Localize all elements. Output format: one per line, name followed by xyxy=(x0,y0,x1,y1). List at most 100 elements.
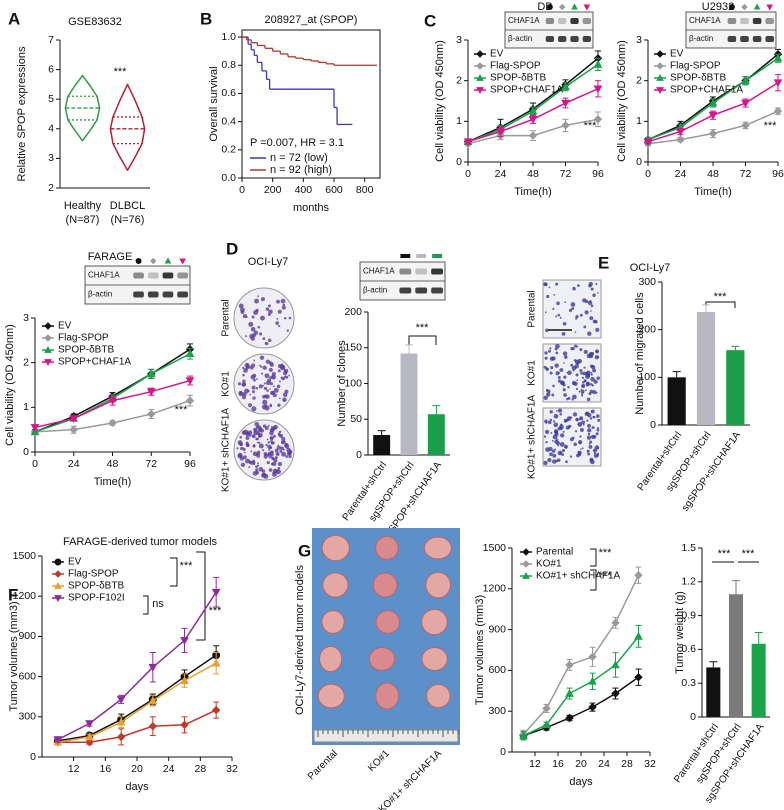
colony xyxy=(248,466,251,469)
migrated-cell xyxy=(585,374,590,380)
colony xyxy=(275,321,279,325)
blot-band xyxy=(765,36,774,42)
colony xyxy=(246,365,249,368)
colony xyxy=(266,438,269,441)
image-label: Parental xyxy=(306,748,340,782)
colony xyxy=(251,434,256,439)
y-axis-label: Cell viability (OD 450nm) xyxy=(616,40,628,162)
y-tick-label: 1.5 xyxy=(681,542,696,554)
migrated-cell xyxy=(563,418,568,423)
y-tick-label: 0 xyxy=(23,446,29,458)
colony xyxy=(236,447,239,450)
colony xyxy=(271,371,276,377)
migrated-cell xyxy=(590,352,595,356)
marker xyxy=(85,732,94,741)
tumor xyxy=(421,646,448,672)
annotation: *** xyxy=(714,291,728,303)
y-axis-label: Cell viability (OD 450nm) xyxy=(434,40,446,162)
colony xyxy=(244,388,250,394)
x-tick-label: 28 xyxy=(621,758,633,770)
colony xyxy=(251,385,256,390)
bar xyxy=(728,594,744,717)
colony xyxy=(238,303,244,309)
marker xyxy=(108,397,117,406)
x-tick-label: 32 xyxy=(644,758,656,770)
migrated-cell xyxy=(568,426,571,429)
colony xyxy=(247,389,250,392)
colony xyxy=(245,443,250,447)
colony xyxy=(271,376,275,379)
violin xyxy=(64,74,101,142)
x-tick-label: 12 xyxy=(529,758,541,770)
colony xyxy=(252,396,256,400)
migrated-cell xyxy=(543,282,548,287)
migrated-cell xyxy=(592,293,596,297)
marker xyxy=(561,82,570,91)
x-tick-label: 72 xyxy=(145,458,157,470)
migrated-cell xyxy=(551,439,554,442)
x-tick-label: 20 xyxy=(575,758,587,770)
colony xyxy=(272,393,277,398)
x-tick-label: 24 xyxy=(675,168,687,180)
migrated-cell xyxy=(545,328,549,333)
colony xyxy=(258,466,264,472)
colony xyxy=(281,305,286,310)
migrated-cell xyxy=(581,395,584,397)
marker xyxy=(588,702,597,712)
migrated-cell xyxy=(554,432,559,437)
y-tick-label: 100 xyxy=(344,377,362,389)
migrated-cell xyxy=(561,448,565,453)
migrated-cell xyxy=(552,307,555,310)
image-label: KO#1+ shCHAF1A xyxy=(527,395,538,480)
marker xyxy=(583,4,591,11)
migrated-cell xyxy=(592,319,597,324)
y-tick-label: 0.8 xyxy=(221,59,236,71)
y-tick-label: 300 xyxy=(488,705,506,717)
marker xyxy=(476,62,484,70)
x-tick-label: 72 xyxy=(740,168,752,180)
colony xyxy=(258,443,264,449)
tumor xyxy=(372,572,398,598)
colony xyxy=(276,445,281,450)
y-tick-label: 50 xyxy=(350,413,362,425)
colony xyxy=(273,387,279,393)
marker xyxy=(634,631,643,640)
migrated-cell xyxy=(561,453,565,457)
colony xyxy=(250,450,253,453)
image-label: KO#1 xyxy=(366,748,392,774)
marker xyxy=(708,98,718,107)
colony xyxy=(244,451,246,454)
y-tick-label: 1500 xyxy=(13,550,37,562)
significance-bracket xyxy=(143,595,149,615)
colony xyxy=(267,338,272,343)
migrated-cell xyxy=(597,292,599,294)
tumor xyxy=(425,571,452,599)
colony xyxy=(246,433,249,436)
y-tick-label: 100 xyxy=(638,371,656,383)
series-line xyxy=(523,676,639,737)
colony xyxy=(257,462,259,465)
migrated-cell xyxy=(577,423,580,426)
colony xyxy=(280,363,284,367)
panel-letter: G xyxy=(298,541,311,560)
migrated-cell xyxy=(595,327,600,332)
migrated-cell xyxy=(572,394,577,400)
marker xyxy=(211,658,221,667)
image-title: OCI-Ly7-derived tumor models xyxy=(294,565,306,715)
legend-label: Flag-SPOP xyxy=(490,61,541,72)
panel-letter: A xyxy=(8,9,20,28)
series-line xyxy=(57,662,217,743)
tumor xyxy=(321,534,350,562)
x-tick-label: 0 xyxy=(32,458,38,470)
migrated-cell xyxy=(578,390,581,393)
migrated-cell xyxy=(572,436,575,440)
legend-label: SPOP-δBTB xyxy=(58,345,114,356)
colony xyxy=(270,427,275,432)
blot-band xyxy=(582,18,591,24)
migrated-cell xyxy=(597,452,600,455)
colony xyxy=(271,457,275,461)
colony xyxy=(256,431,260,436)
legend-label: n = 92 (high) xyxy=(270,164,332,176)
migrated-cell xyxy=(571,307,575,310)
migrated-cell xyxy=(555,343,560,349)
